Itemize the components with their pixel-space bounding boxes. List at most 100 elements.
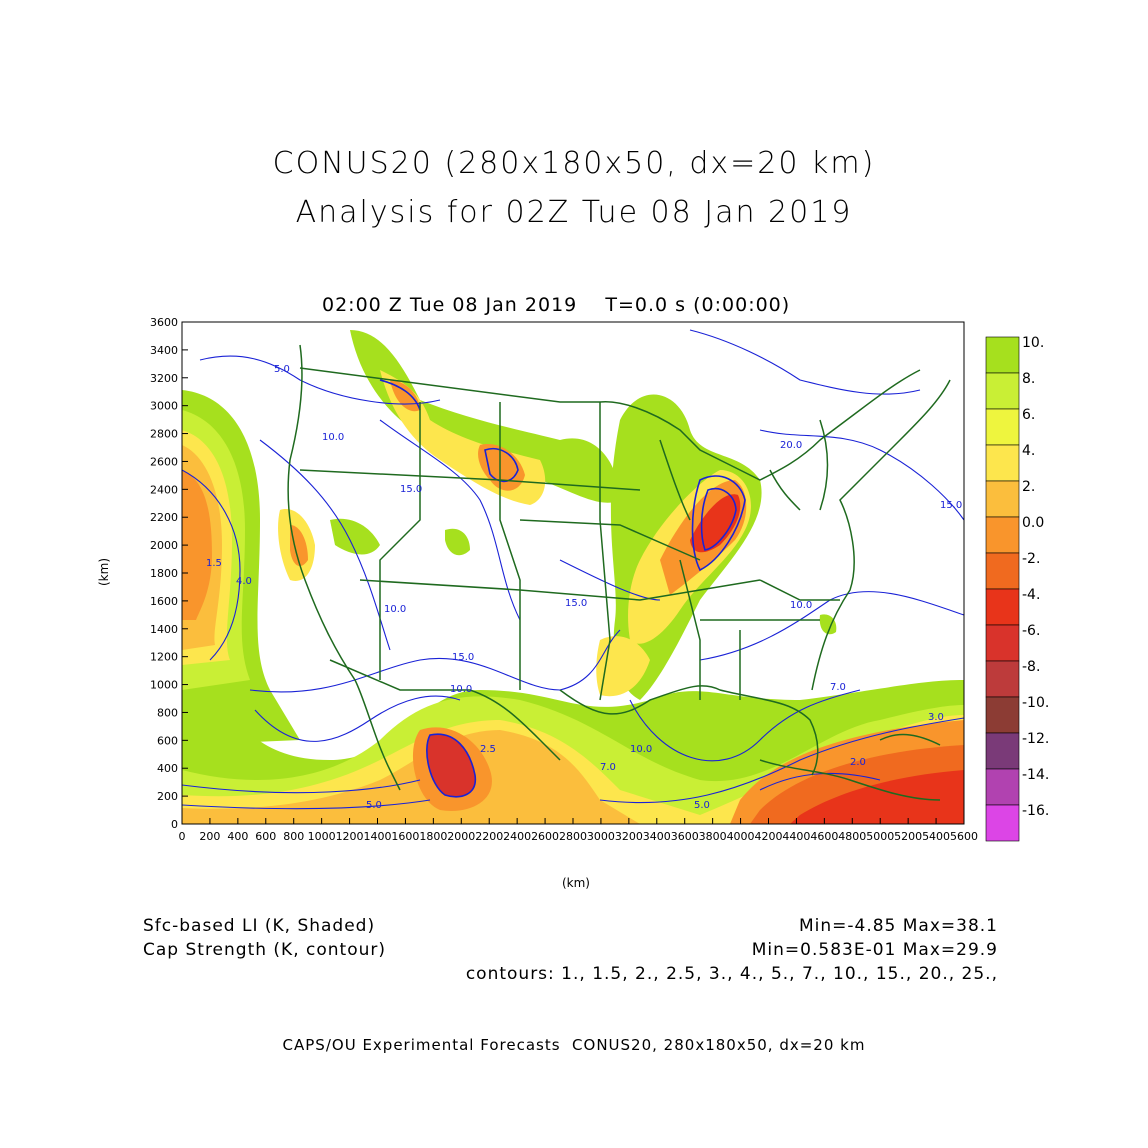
- x-tick-label: 200: [199, 830, 220, 843]
- colorbar-swatch: [985, 768, 1020, 806]
- contour-label-group: 5.0 10.0 15.0 20.0 15.0 10.0 15.0 15.0 1…: [206, 364, 962, 811]
- contour-label: 5.0: [366, 800, 382, 811]
- contour-label: 5.0: [694, 800, 710, 811]
- y-tick-label: 2600: [150, 455, 178, 468]
- x-tick-label: 4600: [810, 830, 838, 843]
- x-tick-label: 5400: [922, 830, 950, 843]
- colorbar: 10. 8. 6. 4. 2. 0.0 -2. -4. -6. -8. -10. -12. -14. -1…: [985, 335, 1049, 842]
- y-tick-label: 1800: [150, 567, 178, 580]
- x-tick-label: 800: [283, 830, 304, 843]
- colorbar-swatch: [985, 588, 1020, 626]
- y-tick-label: 200: [157, 790, 178, 803]
- y-tick-label: 2000: [150, 539, 178, 552]
- x-tick-label: 0: [179, 830, 186, 843]
- us-mexico-border: [329, 659, 561, 761]
- northern-plains-shading: [350, 330, 620, 503]
- x-tick-label: 2000: [447, 830, 475, 843]
- colorbar-label: -12.: [1022, 731, 1049, 747]
- credit-line: CAPS/OU Experimental Forecasts CONUS20, …: [282, 1036, 866, 1054]
- field2-range: Min=0.583E-01 Max=29.9: [751, 940, 998, 960]
- coastline-west: [287, 344, 401, 791]
- contour-label: 2.5: [480, 744, 496, 755]
- contour-label: 15.0: [400, 484, 422, 495]
- y-tick-label: 2800: [150, 428, 178, 441]
- x-tick-label: 4400: [782, 830, 810, 843]
- contour-label: 10.0: [450, 684, 472, 695]
- contour-label: 10.0: [630, 744, 652, 755]
- cap-contours: [182, 329, 964, 810]
- x-tick-label: 5200: [894, 830, 922, 843]
- colorbar-label: 6.: [1022, 407, 1035, 423]
- y-tick-label: 3000: [150, 400, 178, 413]
- plot-subtitle: 02:00 Z Tue 08 Jan 2019 T=0.0 s (0:00:00…: [322, 294, 791, 316]
- y-tick-label: 800: [157, 706, 178, 719]
- y-tick-label: 1600: [150, 595, 178, 608]
- x-tick-label: 400: [227, 830, 248, 843]
- colorbar-swatch: [985, 696, 1020, 734]
- colorbar-label: -2.: [1022, 551, 1040, 567]
- contour-label: 20.0: [780, 440, 802, 451]
- x-tick-label: 4200: [755, 830, 783, 843]
- colorbar-swatch: [985, 480, 1020, 518]
- y-tick-label: 3200: [150, 372, 178, 385]
- x-tick-label: 3200: [615, 830, 643, 843]
- contour-label: 1.5: [206, 558, 222, 569]
- y-tick-label: 3600: [150, 316, 178, 329]
- colorbar-swatch: [985, 516, 1020, 554]
- contour-label: 10.0: [384, 604, 406, 615]
- x-tick-label: 3800: [699, 830, 727, 843]
- contour-label: 3.0: [928, 712, 944, 723]
- x-tick-label: 3000: [587, 830, 615, 843]
- gulf-coast: [559, 685, 819, 776]
- colorbar-label: 4.: [1022, 443, 1035, 459]
- field2-name: Cap Strength (K, contour): [143, 940, 386, 960]
- x-tick-label: 1200: [336, 830, 364, 843]
- title-line-2: Analysis for 02Z Tue 08 Jan 2019: [295, 195, 853, 230]
- x-axis-label: (km): [562, 876, 590, 890]
- x-tick-label: 2600: [531, 830, 559, 843]
- east-coast: [811, 379, 951, 691]
- x-tick-label: 2800: [559, 830, 587, 843]
- y-tick-label: 1400: [150, 623, 178, 636]
- colorbar-swatch: [985, 660, 1020, 698]
- li-shading: [182, 322, 964, 824]
- contour-label: 15.0: [940, 500, 962, 511]
- colorbar-label: -6.: [1022, 623, 1040, 639]
- colorbar-label: 10.: [1022, 335, 1044, 351]
- colorbar-label: -10.: [1022, 695, 1049, 711]
- colorbar-label: -16.: [1022, 803, 1049, 819]
- colorbar-swatch: [985, 732, 1020, 770]
- colorbar-label: 0.0: [1022, 515, 1044, 531]
- contour-label: 7.0: [600, 762, 616, 773]
- field1-range: Min=-4.85 Max=38.1: [798, 916, 998, 936]
- y-axis-ticks: 0 200 400 600 800 1000 1200 1400 1600 1800 2000 220…: [150, 316, 188, 831]
- contour-label: 10.0: [790, 600, 812, 611]
- y-tick-label: 1200: [150, 651, 178, 664]
- y-axis-label: (km): [97, 558, 111, 586]
- x-tick-label: 2400: [503, 830, 531, 843]
- x-tick-label: 5000: [866, 830, 894, 843]
- y-tick-label: 2400: [150, 483, 178, 496]
- x-tick-label: 600: [255, 830, 276, 843]
- colorbar-label: -4.: [1022, 587, 1040, 603]
- us-canada-border: [299, 367, 921, 481]
- x-tick-label: 4000: [727, 830, 755, 843]
- title-line-1: CONUS20 (280x180x50, dx=20 km): [272, 146, 876, 181]
- map-boundaries: [287, 344, 951, 801]
- y-tick-label: 1000: [150, 679, 178, 692]
- y-tick-label: 2200: [150, 511, 178, 524]
- contour-levels: contours: 1., 1.5, 2., 2.5, 3., 4., 5., …: [465, 964, 998, 984]
- colorbar-swatch: [985, 444, 1020, 482]
- contour-label: 15.0: [452, 652, 474, 663]
- contour-label: 5.0: [274, 364, 290, 375]
- x-tick-label: 1000: [308, 830, 336, 843]
- x-tick-label: 1400: [364, 830, 392, 843]
- colorbar-swatch: [985, 804, 1020, 842]
- y-tick-label: 0: [171, 818, 178, 831]
- x-axis-ticks: 0 200 400 600 800 1000 1200 1400 1600 1800 2000 220…: [179, 818, 978, 843]
- x-tick-label: 2200: [475, 830, 503, 843]
- x-tick-label: 3600: [671, 830, 699, 843]
- colorbar-swatch: [985, 372, 1020, 410]
- y-tick-label: 3400: [150, 344, 178, 357]
- colorbar-swatch: [985, 408, 1020, 446]
